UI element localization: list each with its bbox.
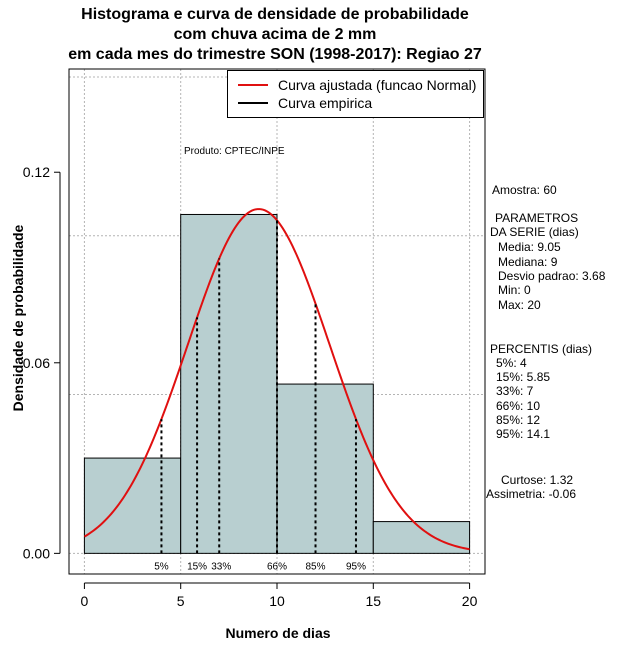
stat-max: Max: 20 [498,298,541,312]
stat-p85: 85%: 12 [496,413,541,427]
stat-p15: 15%: 5.85 [496,370,551,384]
legend-item-fitted: Curva ajustada (funcao Normal) [238,77,476,95]
legend-swatch-fitted [238,84,268,87]
x-tick-label-3: 15 [366,593,382,609]
stat-parametros-title: PARAMETROS [495,211,579,225]
stat-mediana: Mediana: 9 [498,255,558,269]
stat-min: Min: 0 [498,283,531,297]
stat-assimetria: Assimetria: -0.06 [486,487,577,501]
stat-p95: 95%: 14.1 [496,427,551,441]
stat-p5: 5%: 4 [496,356,527,370]
plot-frame [68,68,486,575]
x-tick-label-1: 5 [177,593,185,609]
histogram-bar-1 [180,213,278,554]
stat-parametros-subtitle: DA SERIE (dias) [490,225,579,239]
percentile-label-0: 5% [154,561,169,572]
chart-title-line-3: em cada mes do trimestre SON (1998-2017)… [68,46,482,63]
histogram-bar-3 [372,521,471,554]
stat-p33: 33%: 7 [496,384,534,398]
percentile-label-1: 15% [187,561,207,572]
fitted-normal-curve [83,208,470,551]
x-axis-label: Numero de dias [225,625,331,641]
stat-percentis-title: PERCENTIS (dias) [490,342,593,356]
stat-desvio: Desvio padrao: 3.68 [498,269,606,283]
legend-swatch-empirical [238,102,268,105]
chart-title-line-2: com chuva acima de 2 mm [173,26,377,43]
legend: Curva ajustada (funcao Normal) Curva emp… [227,70,484,118]
y-tick-label-1: 0.06 [23,355,50,371]
x-tick-label-0: 0 [81,593,89,609]
histogram-bar-2 [276,383,374,554]
y-tick-label-0: 0.00 [23,545,50,561]
legend-item-empirical: Curva empirica [238,95,372,113]
x-tick-label-2: 10 [269,593,285,609]
y-tick-label-2: 0.12 [23,164,50,180]
x-tick-label-4: 20 [462,593,478,609]
stat-p66: 66%: 10 [496,399,541,413]
produto-note: Produto: CPTEC/INPE [184,146,285,157]
percentile-label-2: 33% [211,561,231,572]
legend-label-empirical: Curva empirica [278,95,373,111]
stat-curtose: Curtose: 1.32 [501,473,574,487]
y-axis-label: Densidade de probabilidade [10,224,26,412]
stat-amostra: Amostra: 60 [492,183,557,197]
stat-media: Media: 9.05 [498,240,561,254]
chart-title-line-1: Histograma e curva de densidade de proba… [81,6,469,23]
percentile-label-5: 95% [346,561,366,572]
histogram-bar-0 [83,457,182,554]
percentile-label-3: 66% [267,561,287,572]
percentile-label-4: 85% [306,561,326,572]
legend-label-fitted: Curva ajustada (funcao Normal) [278,77,477,93]
